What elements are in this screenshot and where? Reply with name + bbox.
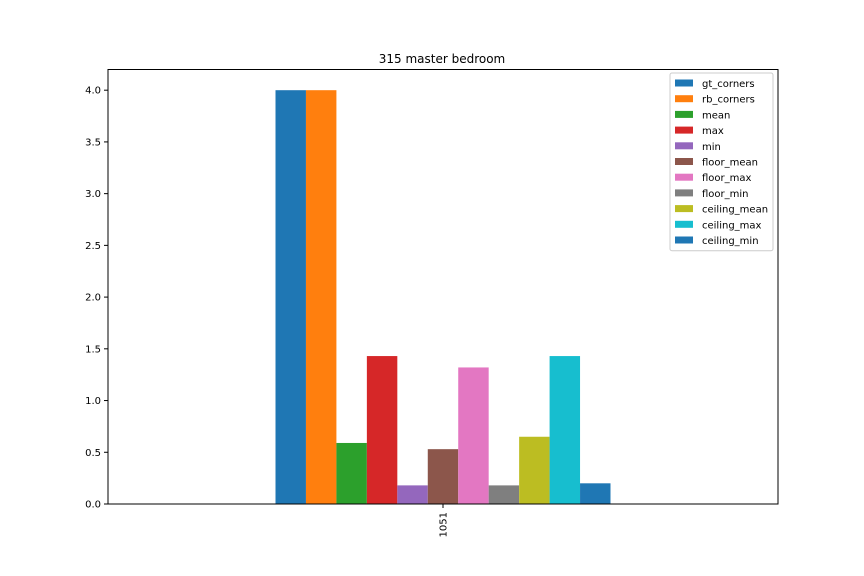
legend-entry: floor_max xyxy=(702,173,752,184)
bar-floor-mean xyxy=(427,449,459,504)
bar-ceiling-mean xyxy=(519,436,550,504)
legend-entry: gt_corners xyxy=(702,79,755,90)
legend-entry: min xyxy=(702,142,721,153)
bar-rb-corners xyxy=(305,90,337,504)
legend-swatch xyxy=(675,110,693,118)
plot-frame xyxy=(107,69,779,505)
legend-entry: ceiling_mean xyxy=(702,205,768,216)
legend-entry: floor_min xyxy=(702,189,749,200)
y-tick-label: 2.0 xyxy=(85,293,101,304)
legend-box xyxy=(669,72,774,252)
legend-swatch xyxy=(675,95,693,103)
legend-swatch xyxy=(675,79,693,87)
bar-mean xyxy=(336,442,367,504)
legend-entry: rb_corners xyxy=(702,95,755,106)
y-tick-label: 0.0 xyxy=(85,500,101,511)
y-axis: 0.0 0.5 1.0 1.5 2.0 2.5 3.0 3.5 4.0 xyxy=(85,86,108,511)
bar-max xyxy=(366,356,398,504)
y-tick-label: 2.5 xyxy=(85,241,101,252)
y-tick-label: 3.5 xyxy=(85,137,101,148)
legend-entry: mean xyxy=(702,110,730,121)
legend-swatch xyxy=(675,189,693,197)
bar-gt-corners xyxy=(275,90,306,504)
y-tick-label: 1.0 xyxy=(85,396,101,407)
bar-min xyxy=(397,485,428,504)
bars-group xyxy=(275,90,611,504)
legend-entry: floor_mean xyxy=(702,158,758,169)
y-tick-label: 1.5 xyxy=(85,344,101,355)
y-tick-label: 4.0 xyxy=(85,86,101,97)
legend-entry: max xyxy=(702,126,724,137)
legend-swatch xyxy=(675,205,693,213)
y-tick-label: 0.5 xyxy=(85,448,101,459)
legend-entry: ceiling_min xyxy=(702,236,759,247)
bar-floor-max xyxy=(458,367,489,504)
bar-floor-min xyxy=(488,485,520,504)
x-tick-label: 1051 xyxy=(439,512,450,537)
legend-entry: ceiling_max xyxy=(702,220,762,231)
bar-ceiling-max xyxy=(549,356,581,504)
bar-ceiling-min xyxy=(580,483,611,504)
legend-swatch xyxy=(675,126,693,134)
y-tick-label: 3.0 xyxy=(85,189,101,200)
chart-title: 315 master bedroom xyxy=(379,52,506,66)
legend-swatch xyxy=(675,236,693,244)
legend-swatch xyxy=(675,158,693,165)
legend-swatch xyxy=(675,220,693,228)
legend-swatch xyxy=(675,173,693,181)
legend-swatch xyxy=(675,142,693,150)
x-axis: 1051 xyxy=(439,504,450,537)
